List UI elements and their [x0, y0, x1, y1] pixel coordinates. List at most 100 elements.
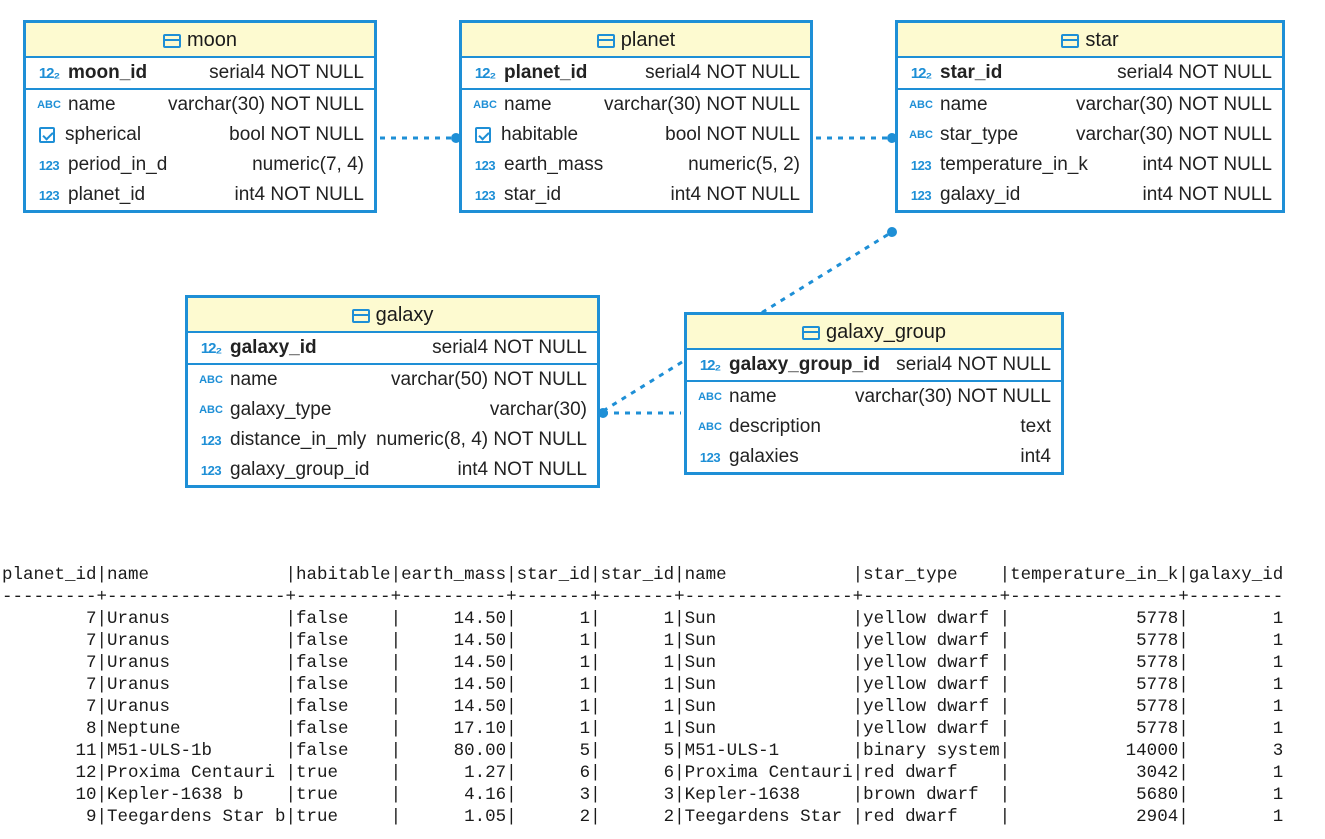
column-row[interactable]: ABC galaxy_type varchar(30) — [188, 395, 597, 425]
column-row[interactable]: 123 distance_in_mly numeric(8, 4) NOT NULL — [188, 425, 597, 455]
column-type: int4 NOT NULL — [457, 459, 587, 481]
column-name: galaxy_type — [230, 399, 331, 421]
column-name: planet_id — [504, 62, 587, 84]
column-row[interactable]: habitable bool NOT NULL — [462, 120, 810, 150]
entity-header: moon — [26, 23, 374, 58]
numeric-icon: 123 — [697, 450, 723, 465]
column-name: galaxy_id — [230, 337, 317, 359]
entity-moon[interactable]: moon 12₂ moon_id serial4 NOT NULL ABC name var… — [23, 20, 377, 213]
pk-icon: 12₂ — [36, 65, 62, 82]
entity-title: moon — [187, 29, 237, 52]
column-row[interactable]: ABC name varchar(30) NOT NULL — [898, 90, 1282, 120]
table-icon — [352, 309, 370, 323]
column-type: bool NOT NULL — [229, 124, 364, 146]
table-icon — [597, 34, 615, 48]
column-row[interactable]: 12₂galaxy_idserial4 NOT NULL — [188, 333, 597, 365]
entity-title: galaxy — [376, 304, 434, 327]
column-name: galaxy_group_id — [230, 459, 369, 481]
column-row[interactable]: 123star_idint4 NOT NULL — [462, 180, 810, 210]
column-row[interactable]: ABC star_type varchar(30) NOT NULL — [898, 120, 1282, 150]
column-row[interactable]: 12₂ galaxy_group_id serial4 NOT NULL — [687, 350, 1061, 382]
column-row[interactable]: 123galaxy_group_idint4 NOT NULL — [188, 455, 597, 485]
column-type: numeric(5, 2) — [688, 154, 800, 176]
column-type: serial4 NOT NULL — [209, 62, 364, 84]
column-row[interactable]: ABCnamevarchar(30) NOT NULL — [462, 90, 810, 120]
column-row[interactable]: ABCdescriptiontext — [687, 412, 1061, 442]
column-name: galaxy_group_id — [729, 354, 880, 376]
column-name: galaxy_id — [940, 184, 1020, 206]
column-row[interactable]: 12₂ planet_id serial4 NOT NULL — [462, 58, 810, 90]
column-name: distance_in_mly — [230, 429, 366, 451]
column-row[interactable]: spherical bool NOT NULL — [26, 120, 374, 150]
pk-icon: 12₂ — [472, 65, 498, 82]
abc-icon: ABC — [908, 129, 934, 141]
numeric-icon: 123 — [198, 433, 224, 448]
column-row[interactable]: 123planet_idint4 NOT NULL — [26, 180, 374, 210]
table-icon — [802, 326, 820, 340]
column-name: name — [729, 386, 777, 408]
column-type: varchar(30) NOT NULL — [1076, 94, 1272, 116]
abc-icon: ABC — [908, 99, 934, 111]
entity-title: star — [1085, 29, 1118, 52]
column-name: planet_id — [68, 184, 145, 206]
column-type: numeric(7, 4) — [252, 154, 364, 176]
numeric-icon: 123 — [36, 158, 62, 173]
column-type: varchar(30) NOT NULL — [168, 94, 364, 116]
column-row[interactable]: 123earth_massnumeric(5, 2) — [462, 150, 810, 180]
abc-icon: ABC — [697, 391, 723, 403]
entity-planet[interactable]: planet 12₂ planet_id serial4 NOT NULL ABC nam… — [459, 20, 813, 213]
column-name: habitable — [501, 124, 578, 146]
abc-icon: ABC — [697, 421, 723, 433]
column-name: star_type — [940, 124, 1018, 146]
column-type: varchar(30) — [490, 399, 587, 421]
column-type: int4 NOT NULL — [1142, 184, 1272, 206]
column-type: serial4 NOT NULL — [896, 354, 1051, 376]
numeric-icon: 123 — [908, 158, 934, 173]
entity-title: planet — [621, 29, 676, 52]
column-row[interactable]: 123temperature_in_kint4 NOT NULL — [898, 150, 1282, 180]
entity-galaxy_group[interactable]: galaxy_group 12₂ galaxy_group_id serial4 NO… — [684, 312, 1064, 475]
column-row[interactable]: 12₂ moon_id serial4 NOT NULL — [26, 58, 374, 90]
column-row[interactable]: ABCnamevarchar(50) NOT NULL — [188, 365, 597, 395]
column-name: moon_id — [68, 62, 147, 84]
column-name: name — [68, 94, 116, 116]
column-type: int4 NOT NULL — [1142, 154, 1272, 176]
table-icon — [1061, 34, 1079, 48]
entity-header: planet — [462, 23, 810, 58]
numeric-icon: 123 — [36, 188, 62, 203]
column-name: name — [940, 94, 988, 116]
column-type: serial4 NOT NULL — [645, 62, 800, 84]
column-row[interactable]: ABC name varchar(30) NOT NULL — [687, 382, 1061, 412]
numeric-icon: 123 — [472, 158, 498, 173]
column-type: bool NOT NULL — [665, 124, 800, 146]
entity-galaxy[interactable]: galaxy12₂galaxy_idserial4 NOT NULLABCnam… — [185, 295, 600, 488]
column-name: spherical — [65, 124, 141, 146]
entity-star[interactable]: star 12₂star_idserial4 NOT NULL ABC name var… — [895, 20, 1285, 213]
column-type: varchar(50) NOT NULL — [391, 369, 587, 391]
pk-icon: 12₂ — [908, 65, 934, 82]
numeric-icon: 123 — [472, 188, 498, 203]
column-row[interactable]: 123 galaxy_id int4 NOT NULL — [898, 180, 1282, 210]
column-row[interactable]: ABC name varchar(30) NOT NULL — [26, 90, 374, 120]
column-type: varchar(30) NOT NULL — [855, 386, 1051, 408]
column-name: period_in_d — [68, 154, 167, 176]
column-name: description — [729, 416, 821, 438]
column-row[interactable]: 12₂star_idserial4 NOT NULL — [898, 58, 1282, 90]
abc-icon: ABC — [36, 99, 62, 111]
column-row[interactable]: 123galaxiesint4 — [687, 442, 1061, 472]
column-name: galaxies — [729, 446, 799, 468]
query-output: planet_id|name |habitable|earth_mass|sta… — [2, 564, 1283, 828]
column-type: numeric(8, 4) NOT NULL — [376, 429, 587, 451]
entity-header: galaxy_group — [687, 315, 1061, 350]
column-type: varchar(30) NOT NULL — [1076, 124, 1272, 146]
erd-canvas: moon12₂moon_idserial4 NOT NULLABCnamevar… — [0, 0, 1325, 560]
abc-icon: ABC — [472, 99, 498, 111]
connector-endpoint — [887, 227, 897, 237]
abc-icon: ABC — [198, 404, 224, 416]
pk-icon: 12₂ — [198, 340, 224, 357]
pk-icon: 12₂ — [697, 357, 723, 374]
column-type: int4 NOT NULL — [670, 184, 800, 206]
numeric-icon: 123 — [908, 188, 934, 203]
column-row[interactable]: 123 period_in_d numeric(7, 4) — [26, 150, 374, 180]
column-name: name — [504, 94, 552, 116]
